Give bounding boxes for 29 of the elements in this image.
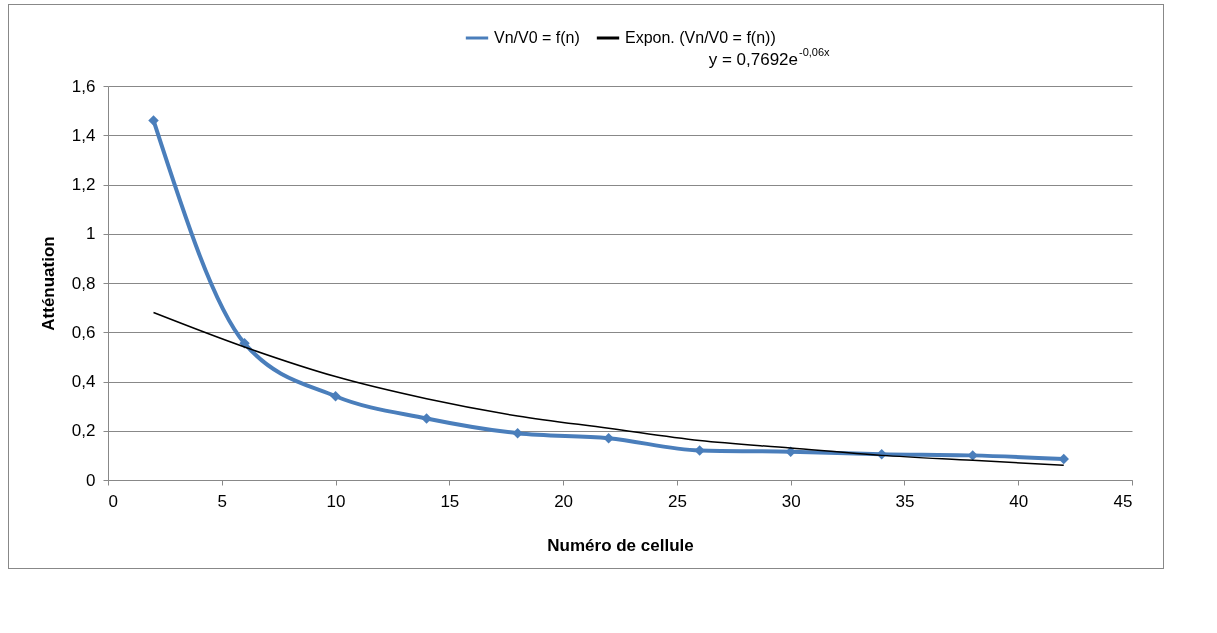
- x-tick-label: 25: [667, 491, 687, 511]
- y-tick-label: 1: [86, 224, 96, 244]
- y-tick-label: 0,8: [71, 273, 96, 293]
- y-tick-label: 1,4: [71, 125, 96, 145]
- y-tick-label: 1,6: [71, 76, 96, 96]
- point: [148, 115, 159, 126]
- x-tick-label: 0: [108, 491, 118, 511]
- x-tick-label: 30: [781, 491, 801, 511]
- legend-label: Expon. (Vn/V0 = f(n)): [625, 29, 776, 46]
- x-tick-label: 15: [440, 491, 460, 511]
- x-tick-label: 40: [1009, 491, 1029, 511]
- y-tick-label: 0,6: [71, 322, 96, 342]
- x-tick-label: 5: [217, 491, 228, 511]
- point: [512, 427, 523, 439]
- point: [603, 432, 614, 444]
- point: [330, 391, 341, 402]
- legend-label: Vn/V0 = f(n): [494, 29, 580, 46]
- point: [239, 338, 250, 349]
- y-tick-label: 0: [86, 470, 96, 490]
- y-tick-label: 0,2: [71, 421, 96, 441]
- x-tick-label: 35: [895, 491, 915, 511]
- y-axis-title: Atténuation: [38, 236, 58, 331]
- point: [421, 413, 432, 424]
- x-tick-label: 45: [1113, 491, 1133, 511]
- y-tick-label: 0,4: [71, 372, 96, 391]
- x-axis-title: Numéro de cellule: [547, 535, 694, 555]
- y-tick-label: 1,2: [71, 175, 96, 194]
- x-tick-label: 20: [554, 491, 574, 511]
- x-tick-label: 10: [326, 491, 346, 511]
